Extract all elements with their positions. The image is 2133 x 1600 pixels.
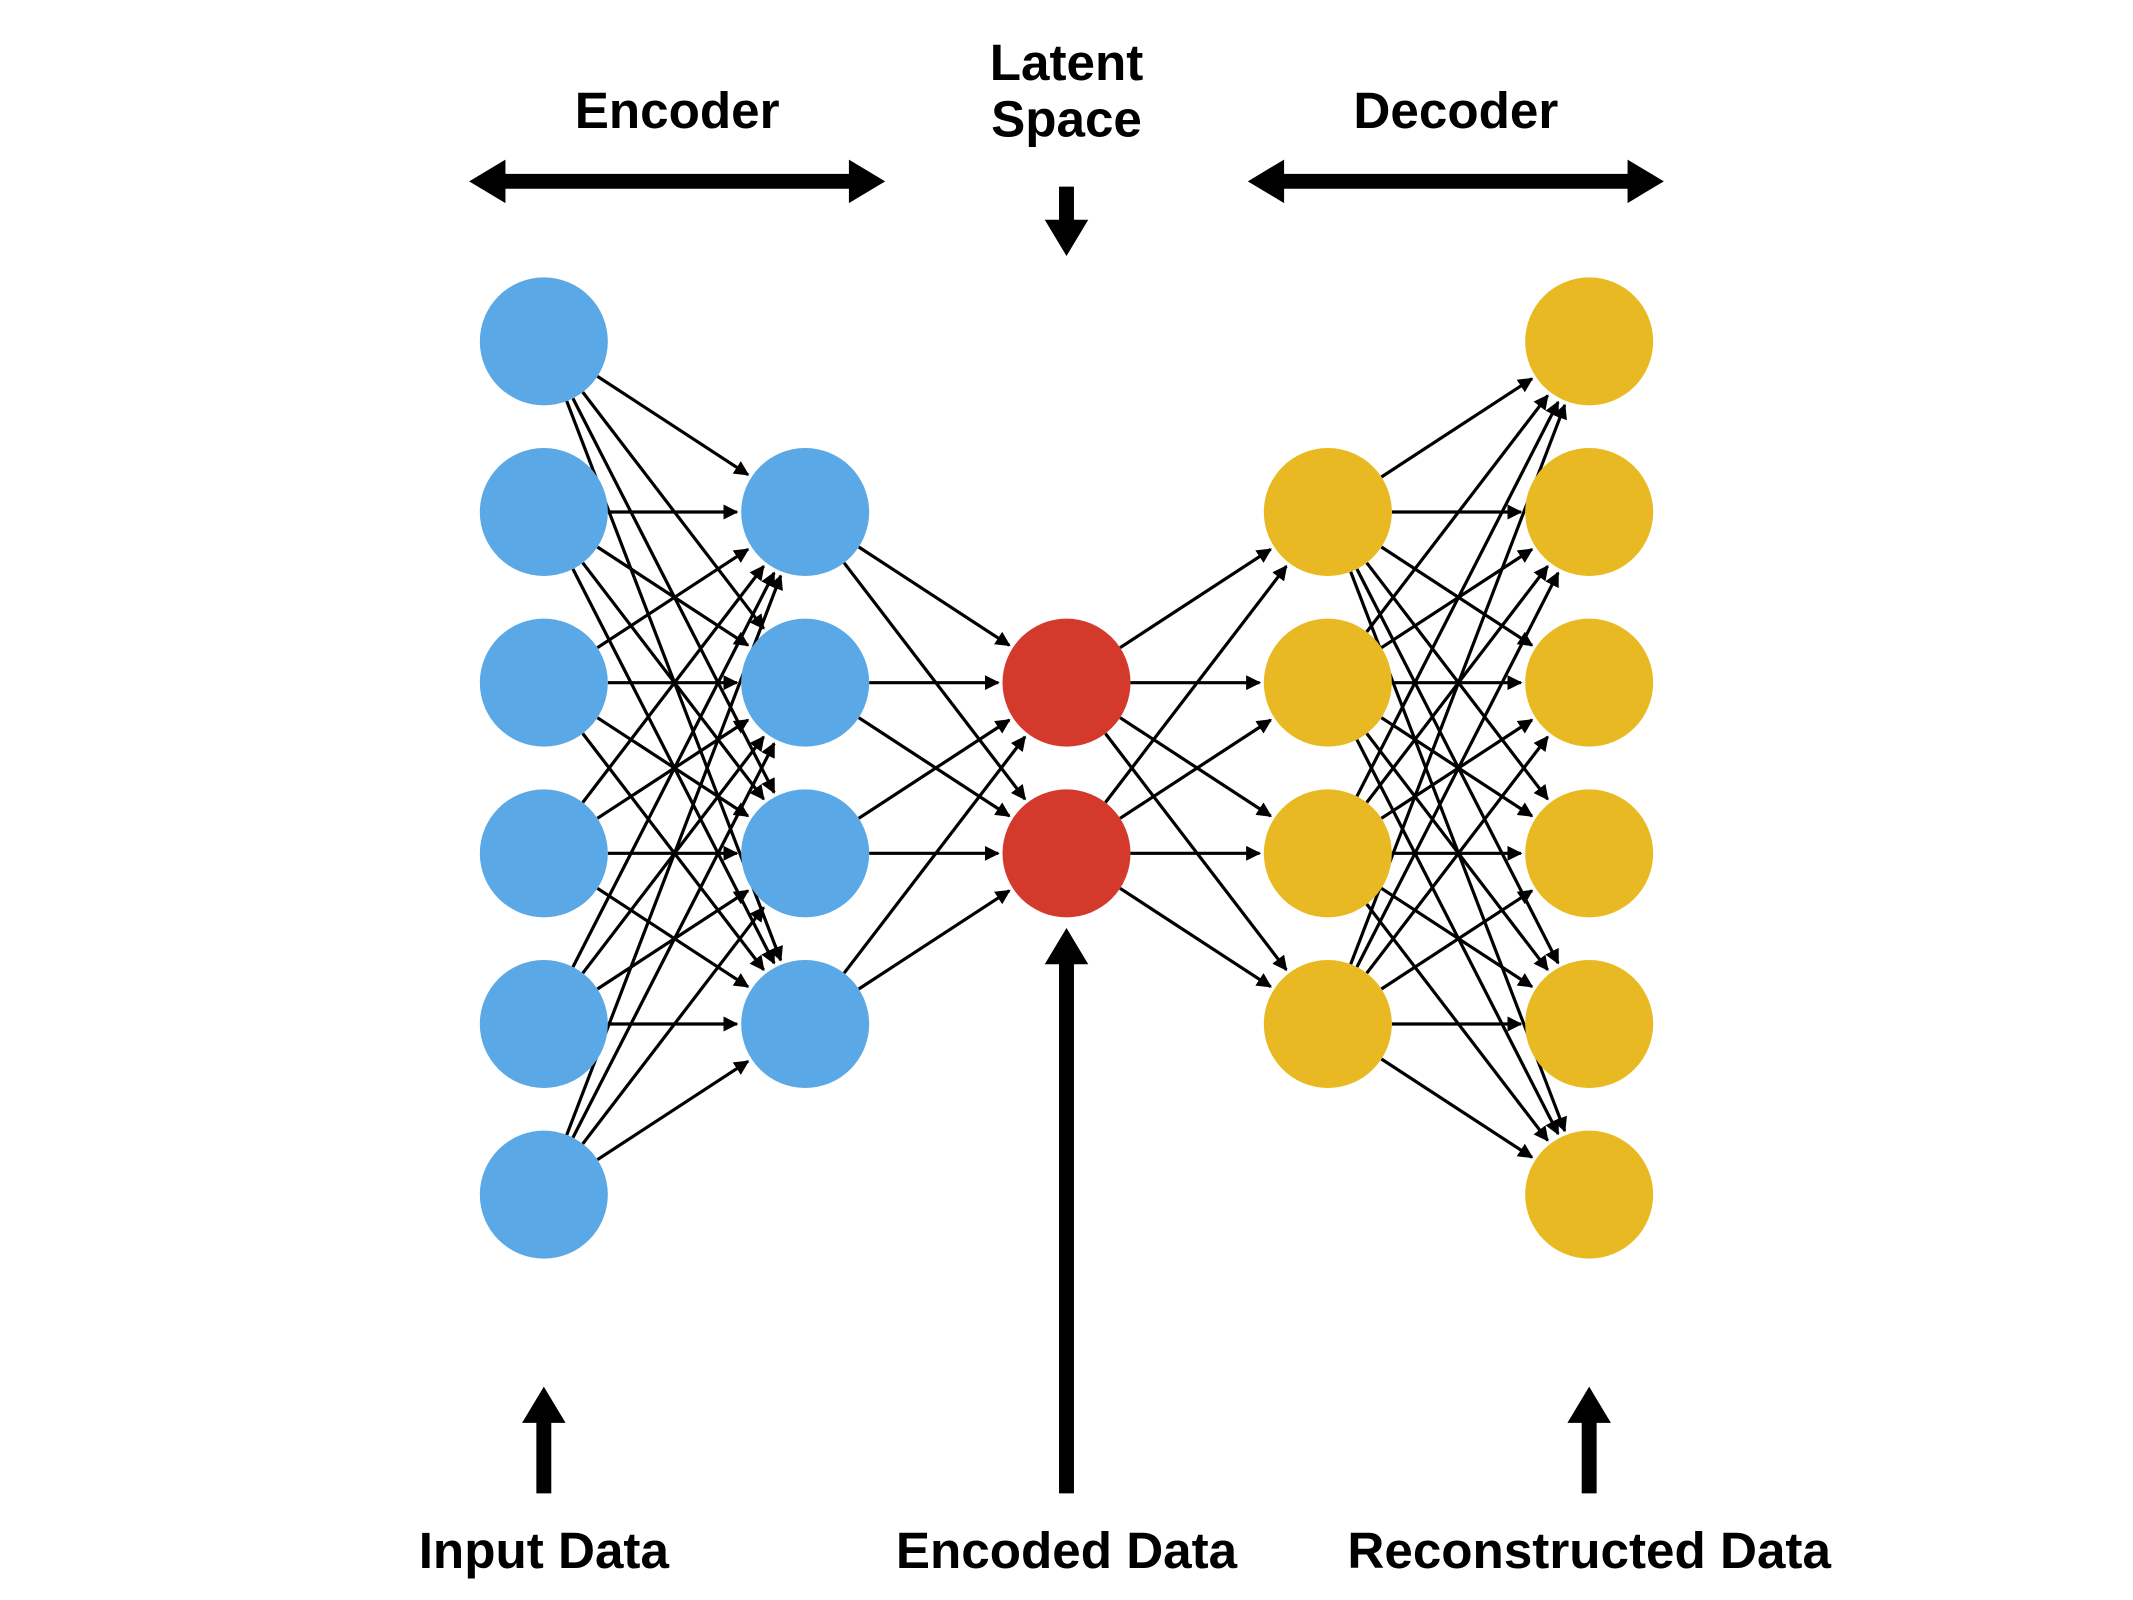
- decoder_hidden-node-2: [1264, 789, 1392, 917]
- input-node-3: [480, 789, 608, 917]
- output-node-2: [1525, 619, 1653, 747]
- encoder_hidden-node-2: [741, 789, 869, 917]
- double-arrow: [1248, 160, 1664, 204]
- single-arrow: [522, 1387, 566, 1494]
- encoder_hidden-node-1: [741, 619, 869, 747]
- autoencoder-diagram: Encoder LatentSpace Decoder Input Data Encod…: [0, 0, 2133, 1600]
- output-node-0: [1525, 277, 1653, 405]
- latent-space-label: LatentSpace: [990, 34, 1144, 147]
- output-node-3: [1525, 789, 1653, 917]
- latent-node-0: [1003, 619, 1131, 747]
- input-data-label: Input Data: [419, 1522, 670, 1579]
- encoded-data-label: Encoded Data: [896, 1522, 1238, 1579]
- double-arrow: [469, 160, 885, 204]
- decoder_hidden-node-3: [1264, 960, 1392, 1088]
- input-node-1: [480, 448, 608, 576]
- input-node-5: [480, 1131, 608, 1259]
- decoder_hidden-node-0: [1264, 448, 1392, 576]
- encoder_hidden-node-3: [741, 960, 869, 1088]
- input-node-2: [480, 619, 608, 747]
- single-arrow: [1567, 1387, 1611, 1494]
- output-node-1: [1525, 448, 1653, 576]
- input-node-4: [480, 960, 608, 1088]
- latent-node-1: [1003, 789, 1131, 917]
- output-node-4: [1525, 960, 1653, 1088]
- input-node-0: [480, 277, 608, 405]
- encoder-label: Encoder: [575, 82, 780, 139]
- output-node-5: [1525, 1131, 1653, 1259]
- encoder_hidden-node-0: [741, 448, 869, 576]
- single-arrow: [1045, 928, 1089, 1493]
- decoder-label: Decoder: [1353, 82, 1558, 139]
- decoder_hidden-node-1: [1264, 619, 1392, 747]
- single-arrow: [1045, 187, 1089, 256]
- reconstructed-data-label: Reconstructed Data: [1347, 1522, 1831, 1579]
